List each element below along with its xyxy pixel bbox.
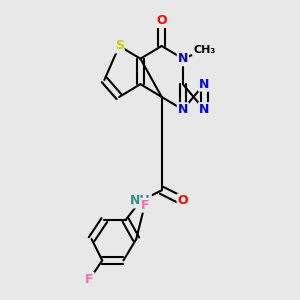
Text: N: N (178, 52, 188, 65)
Text: N: N (178, 103, 188, 116)
Text: O: O (178, 194, 188, 208)
Text: O: O (156, 14, 167, 27)
Text: NH: NH (130, 194, 151, 208)
Text: N: N (199, 103, 209, 116)
Text: S: S (115, 40, 124, 52)
Text: CH₃: CH₃ (193, 45, 215, 55)
Text: F: F (140, 199, 149, 212)
Text: F: F (85, 273, 94, 286)
Text: N: N (199, 78, 209, 91)
